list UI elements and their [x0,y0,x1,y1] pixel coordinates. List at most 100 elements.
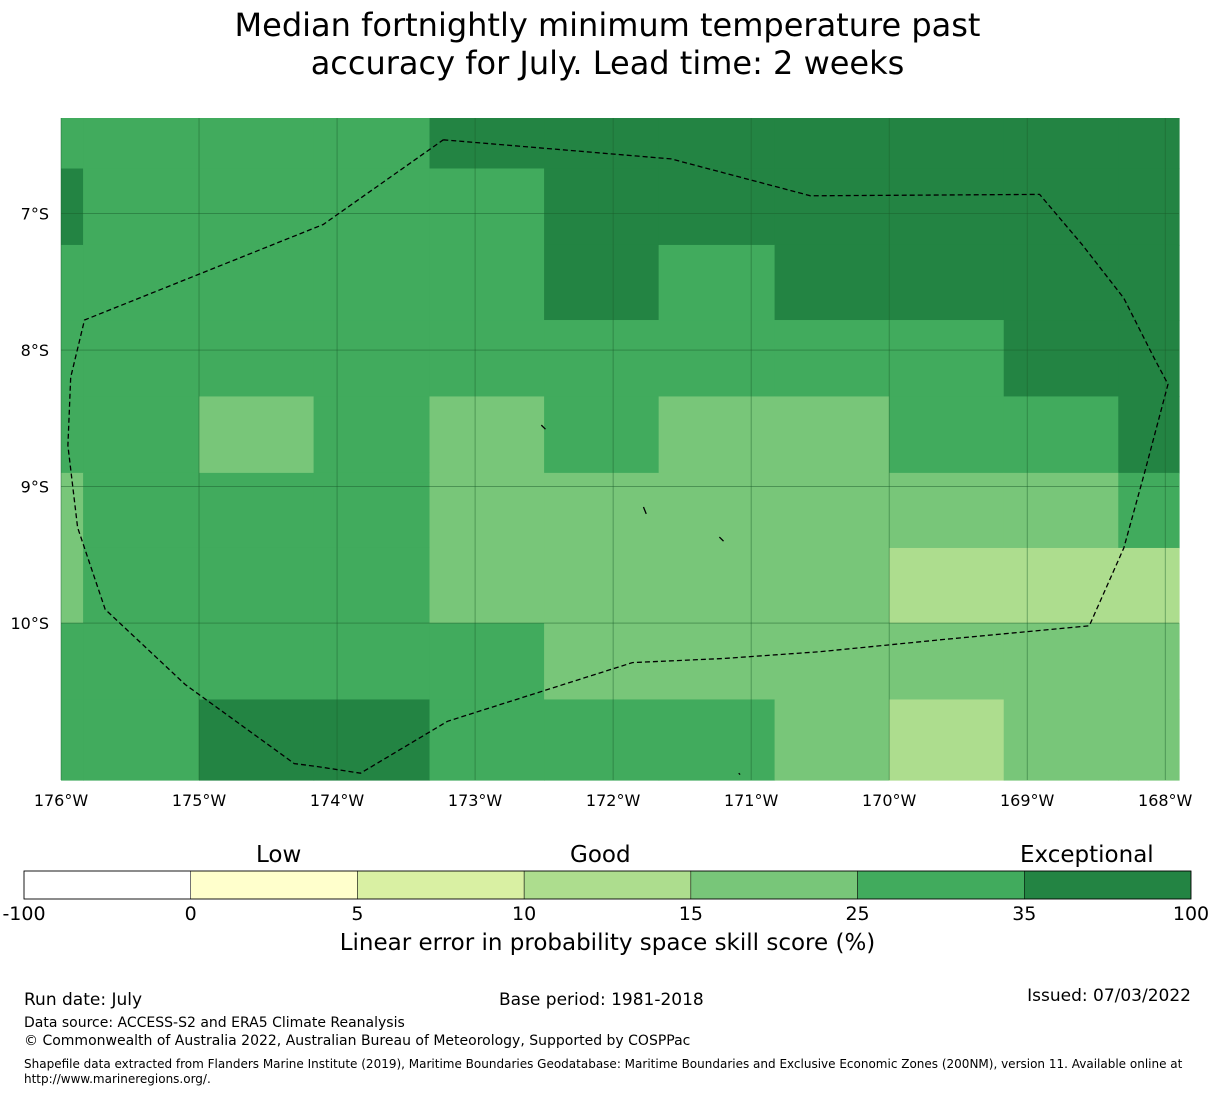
skill-cell [313,623,431,701]
latitude-tick-label: 8°S [21,341,49,360]
skill-cell [658,396,776,474]
skill-cell [658,699,776,781]
longitude-tick-label: 175°W [172,791,227,810]
skill-cell [544,699,660,781]
skill-cell [199,472,315,549]
skill-cell [313,168,431,246]
longitude-tick-label: 169°W [1000,791,1055,810]
longitude-tick-label: 176°W [34,791,89,810]
skill-cell [774,472,890,549]
skill-score-map: 176°W 175°W 174°W 173°W 172°W 171°W 170°W 169°W… [2,118,1209,925]
skill-cell [658,118,776,170]
skill-cell [199,320,315,398]
island [738,772,741,776]
skill-cell [774,320,890,398]
skill-grid-cells [61,118,1180,781]
colorbar-outline [23,870,1192,900]
skill-cell [658,472,776,549]
island [540,424,546,430]
skill-cell [83,168,200,246]
skill-cell [1003,168,1119,246]
skill-cell [429,699,545,781]
skill-cell [544,320,660,398]
skill-cell [83,623,200,701]
colorbar-segment [1024,870,1192,900]
skill-cell [1118,396,1180,474]
island [718,536,724,542]
skill-cell [889,547,1005,624]
skill-cell [313,699,431,781]
colorbar-tick-label: 100 [1173,903,1209,925]
skill-cell [1118,699,1180,781]
skill-cell [544,623,660,701]
colorbar-segment [357,870,525,900]
skill-cell [1003,320,1119,398]
skill-cell [61,168,84,246]
base-period: Base period: 1981-2018 [499,990,704,1010]
skill-cell [774,396,890,474]
skill-cell [889,472,1005,549]
colorbar-tick-label: 15 [679,903,703,925]
skill-cell [429,623,545,701]
skill-cell [544,547,660,624]
colorbar-tick-label: 0 [185,903,197,925]
skill-cell [774,547,890,624]
colorbar-category-low: Low [256,842,302,868]
skill-cell [544,396,660,474]
skill-cell [313,472,431,549]
longitude-tick-label: 173°W [448,791,503,810]
skill-cell [1118,547,1180,624]
skill-cell [774,244,890,321]
colorbar-segment [690,870,858,900]
skill-cell [83,699,200,781]
skill-cell [1118,320,1180,398]
latitude-tick-label: 10°S [10,614,49,633]
skill-cell [199,168,315,246]
longitude-tick-label: 168°W [1138,791,1193,810]
eez-boundary [67,139,1169,774]
skill-cell [889,699,1005,781]
run-date: Run date: July [24,990,143,1010]
skill-cell [199,244,315,321]
skill-cell [61,623,84,701]
colorbar-tick-label: 35 [1012,903,1036,925]
skill-cell [1003,244,1119,321]
colorbar-tick-label: 10 [512,903,536,925]
longitude-tick-label: 174°W [310,791,365,810]
data-source: Data source: ACCESS-S2 and ERA5 Climate … [24,1015,405,1031]
skill-cell [1118,168,1180,246]
skill-cell [61,396,84,474]
skill-cell [889,623,1005,701]
skill-cell [429,472,545,549]
skill-cell [199,118,315,170]
skill-cell [313,244,431,321]
skill-cell [83,547,200,624]
skill-cell [774,168,890,246]
skill-cell [1118,623,1180,701]
skill-cell [83,472,200,549]
longitude-tick-label: 172°W [586,791,641,810]
skill-cell [1003,472,1119,549]
map-title: Median fortnightly minimum temperature p… [0,6,1215,82]
longitude-tick-labels: 176°W 175°W 174°W 173°W 172°W 171°W 170°W 169°W… [34,791,1193,810]
colorbar-segment [23,870,191,900]
skill-cell [1003,623,1119,701]
skill-cell [313,396,431,474]
latitude-tick-labels: 7°S 8°S 9°S 10°S [10,205,49,633]
skill-cell [313,118,431,170]
latitude-tick-label: 9°S [21,478,49,497]
skill-cell [61,320,84,398]
shapefile-credit: Shapefile data extracted from Flanders M… [24,1057,1183,1086]
skill-cell [429,396,545,474]
skill-cell [658,623,776,701]
skill-cell [1003,396,1119,474]
skill-cell [544,472,660,549]
skill-cell [774,699,890,781]
skill-cell [83,320,200,398]
skill-cell [1003,547,1119,624]
skill-cell [199,396,315,474]
skill-cell [313,547,431,624]
skill-cell [199,547,315,624]
skill-cell [658,168,776,246]
skill-cell [1118,244,1180,321]
